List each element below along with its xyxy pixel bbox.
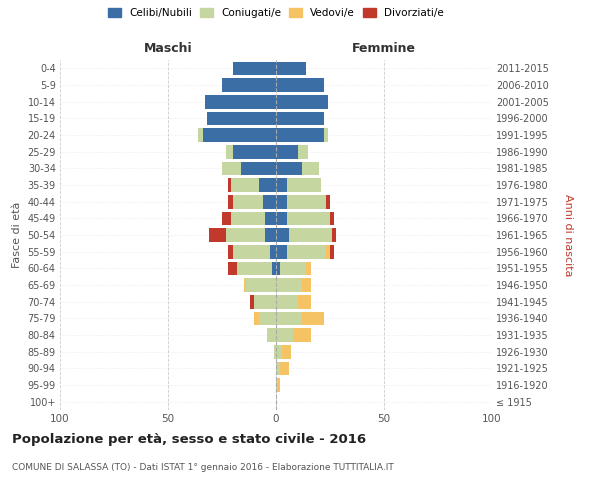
Bar <box>276 162 302 175</box>
Y-axis label: Anni di nascita: Anni di nascita <box>563 194 573 276</box>
Bar <box>276 62 306 75</box>
Bar <box>276 278 302 292</box>
Bar <box>269 245 276 258</box>
Bar <box>250 295 254 308</box>
Bar <box>244 278 246 292</box>
Bar <box>276 295 298 308</box>
Bar <box>276 112 323 125</box>
Text: Popolazione per età, sesso e stato civile - 2016: Popolazione per età, sesso e stato civil… <box>12 432 366 446</box>
Bar <box>293 328 311 342</box>
Text: COMUNE DI SALASSA (TO) - Dati ISTAT 1° gennaio 2016 - Elaborazione TUTTITALIA.IT: COMUNE DI SALASSA (TO) - Dati ISTAT 1° g… <box>12 462 394 471</box>
Bar <box>276 145 298 158</box>
Bar <box>222 78 276 92</box>
Bar <box>306 262 311 275</box>
Bar <box>259 312 276 325</box>
Bar <box>280 362 289 375</box>
Bar <box>254 312 259 325</box>
Bar <box>222 212 230 225</box>
Bar <box>229 262 237 275</box>
Bar <box>209 228 226 242</box>
Bar <box>265 228 276 242</box>
Bar <box>272 262 276 275</box>
Bar <box>198 128 203 142</box>
Bar <box>276 178 287 192</box>
Bar <box>283 345 291 358</box>
Bar <box>302 162 319 175</box>
Bar <box>302 312 323 325</box>
Bar <box>276 95 328 108</box>
Bar <box>230 212 265 225</box>
Bar <box>287 245 326 258</box>
Bar <box>276 195 287 208</box>
Legend: Celibi/Nubili, Coniugati/e, Vedovi/e, Divorziati/e: Celibi/Nubili, Coniugati/e, Vedovi/e, Di… <box>108 8 444 18</box>
Bar <box>276 128 323 142</box>
Bar <box>287 195 326 208</box>
Bar <box>298 295 311 308</box>
Text: Femmine: Femmine <box>352 42 416 55</box>
Bar <box>276 228 289 242</box>
Bar <box>229 178 230 192</box>
Bar <box>276 362 280 375</box>
Bar <box>298 145 308 158</box>
Bar <box>233 145 276 158</box>
Bar <box>276 312 302 325</box>
Bar <box>276 262 280 275</box>
Y-axis label: Fasce di età: Fasce di età <box>12 202 22 268</box>
Bar <box>237 262 272 275</box>
Bar <box>254 295 276 308</box>
Bar <box>233 62 276 75</box>
Bar <box>276 212 287 225</box>
Bar <box>233 245 269 258</box>
Bar <box>230 178 259 192</box>
Bar <box>287 178 322 192</box>
Bar <box>263 195 276 208</box>
Bar <box>280 262 306 275</box>
Bar <box>326 195 330 208</box>
Bar <box>229 245 233 258</box>
Bar <box>276 328 293 342</box>
Text: Maschi: Maschi <box>143 42 193 55</box>
Bar <box>276 78 323 92</box>
Bar <box>229 195 233 208</box>
Bar <box>330 245 334 258</box>
Bar <box>207 112 276 125</box>
Bar <box>330 212 334 225</box>
Bar <box>226 228 265 242</box>
Bar <box>332 228 337 242</box>
Bar <box>259 178 276 192</box>
Bar <box>289 228 332 242</box>
Bar <box>226 145 233 158</box>
Bar <box>265 212 276 225</box>
Bar <box>233 195 263 208</box>
Bar <box>246 278 276 292</box>
Bar <box>222 162 241 175</box>
Bar <box>205 95 276 108</box>
Bar <box>276 345 283 358</box>
Bar <box>302 278 311 292</box>
Bar <box>268 328 276 342</box>
Bar <box>323 128 328 142</box>
Bar <box>203 128 276 142</box>
Bar <box>287 212 330 225</box>
Bar <box>276 245 287 258</box>
Bar <box>276 378 278 392</box>
Bar <box>326 245 330 258</box>
Bar <box>274 345 276 358</box>
Bar <box>278 378 280 392</box>
Bar <box>241 162 276 175</box>
